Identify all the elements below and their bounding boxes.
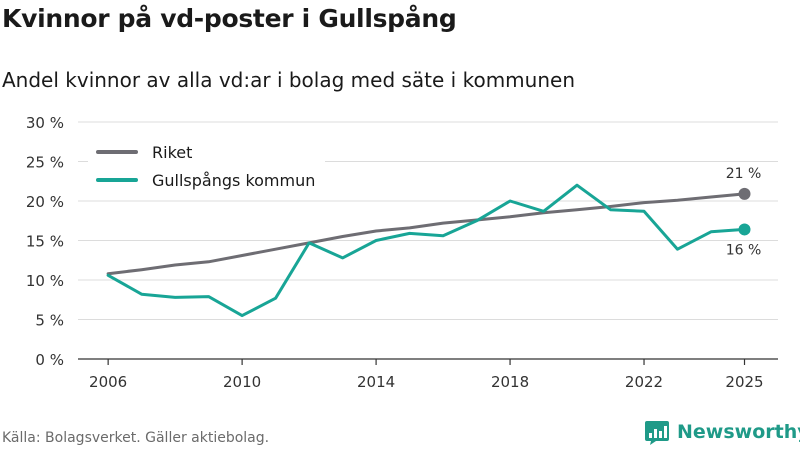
source-note: Källa: Bolagsverket. Gäller aktiebolag. bbox=[2, 430, 270, 446]
chart-title: Kvinnor på vd-poster i Gullspång bbox=[2, 4, 457, 33]
brand-logo: Newsworthy bbox=[644, 419, 800, 445]
x-tick-label: 2022 bbox=[625, 373, 663, 391]
x-tick-label: 2010 bbox=[223, 373, 261, 391]
y-tick-label: 25 % bbox=[26, 154, 64, 172]
legend-swatch bbox=[96, 150, 138, 154]
legend-item: Riket bbox=[96, 138, 315, 166]
y-tick-label: 30 % bbox=[26, 114, 64, 132]
y-tick-label: 10 % bbox=[26, 272, 64, 290]
series-end-point bbox=[738, 223, 751, 236]
legend-label: Riket bbox=[152, 142, 193, 162]
y-tick-label: 20 % bbox=[26, 193, 64, 211]
x-tick-label: 2025 bbox=[725, 373, 763, 391]
chart-legend: Riket Gullspångs kommun bbox=[88, 132, 326, 200]
y-tick-label: 5 % bbox=[35, 312, 64, 330]
brand-name: Newsworthy bbox=[677, 421, 800, 443]
x-tick-label: 2018 bbox=[491, 373, 529, 391]
series-end-point bbox=[738, 187, 751, 200]
newsworthy-logo-icon bbox=[645, 421, 669, 445]
gullspang-line bbox=[106, 183, 746, 318]
end-value-label: 21 % bbox=[726, 166, 762, 182]
y-tick-label: 0 % bbox=[35, 351, 64, 369]
riket-line bbox=[106, 192, 746, 276]
legend-swatch bbox=[96, 178, 138, 182]
x-tick-label: 2006 bbox=[89, 373, 127, 391]
x-tick-label: 2014 bbox=[357, 373, 395, 391]
end-value-label: 16 % bbox=[726, 242, 762, 258]
legend-label: Gullspångs kommun bbox=[152, 170, 316, 190]
chart-subtitle: Andel kvinnor av alla vd:ar i bolag med … bbox=[2, 68, 575, 92]
legend-item: Gullspångs kommun bbox=[96, 166, 315, 194]
y-tick-label: 15 % bbox=[26, 233, 64, 251]
